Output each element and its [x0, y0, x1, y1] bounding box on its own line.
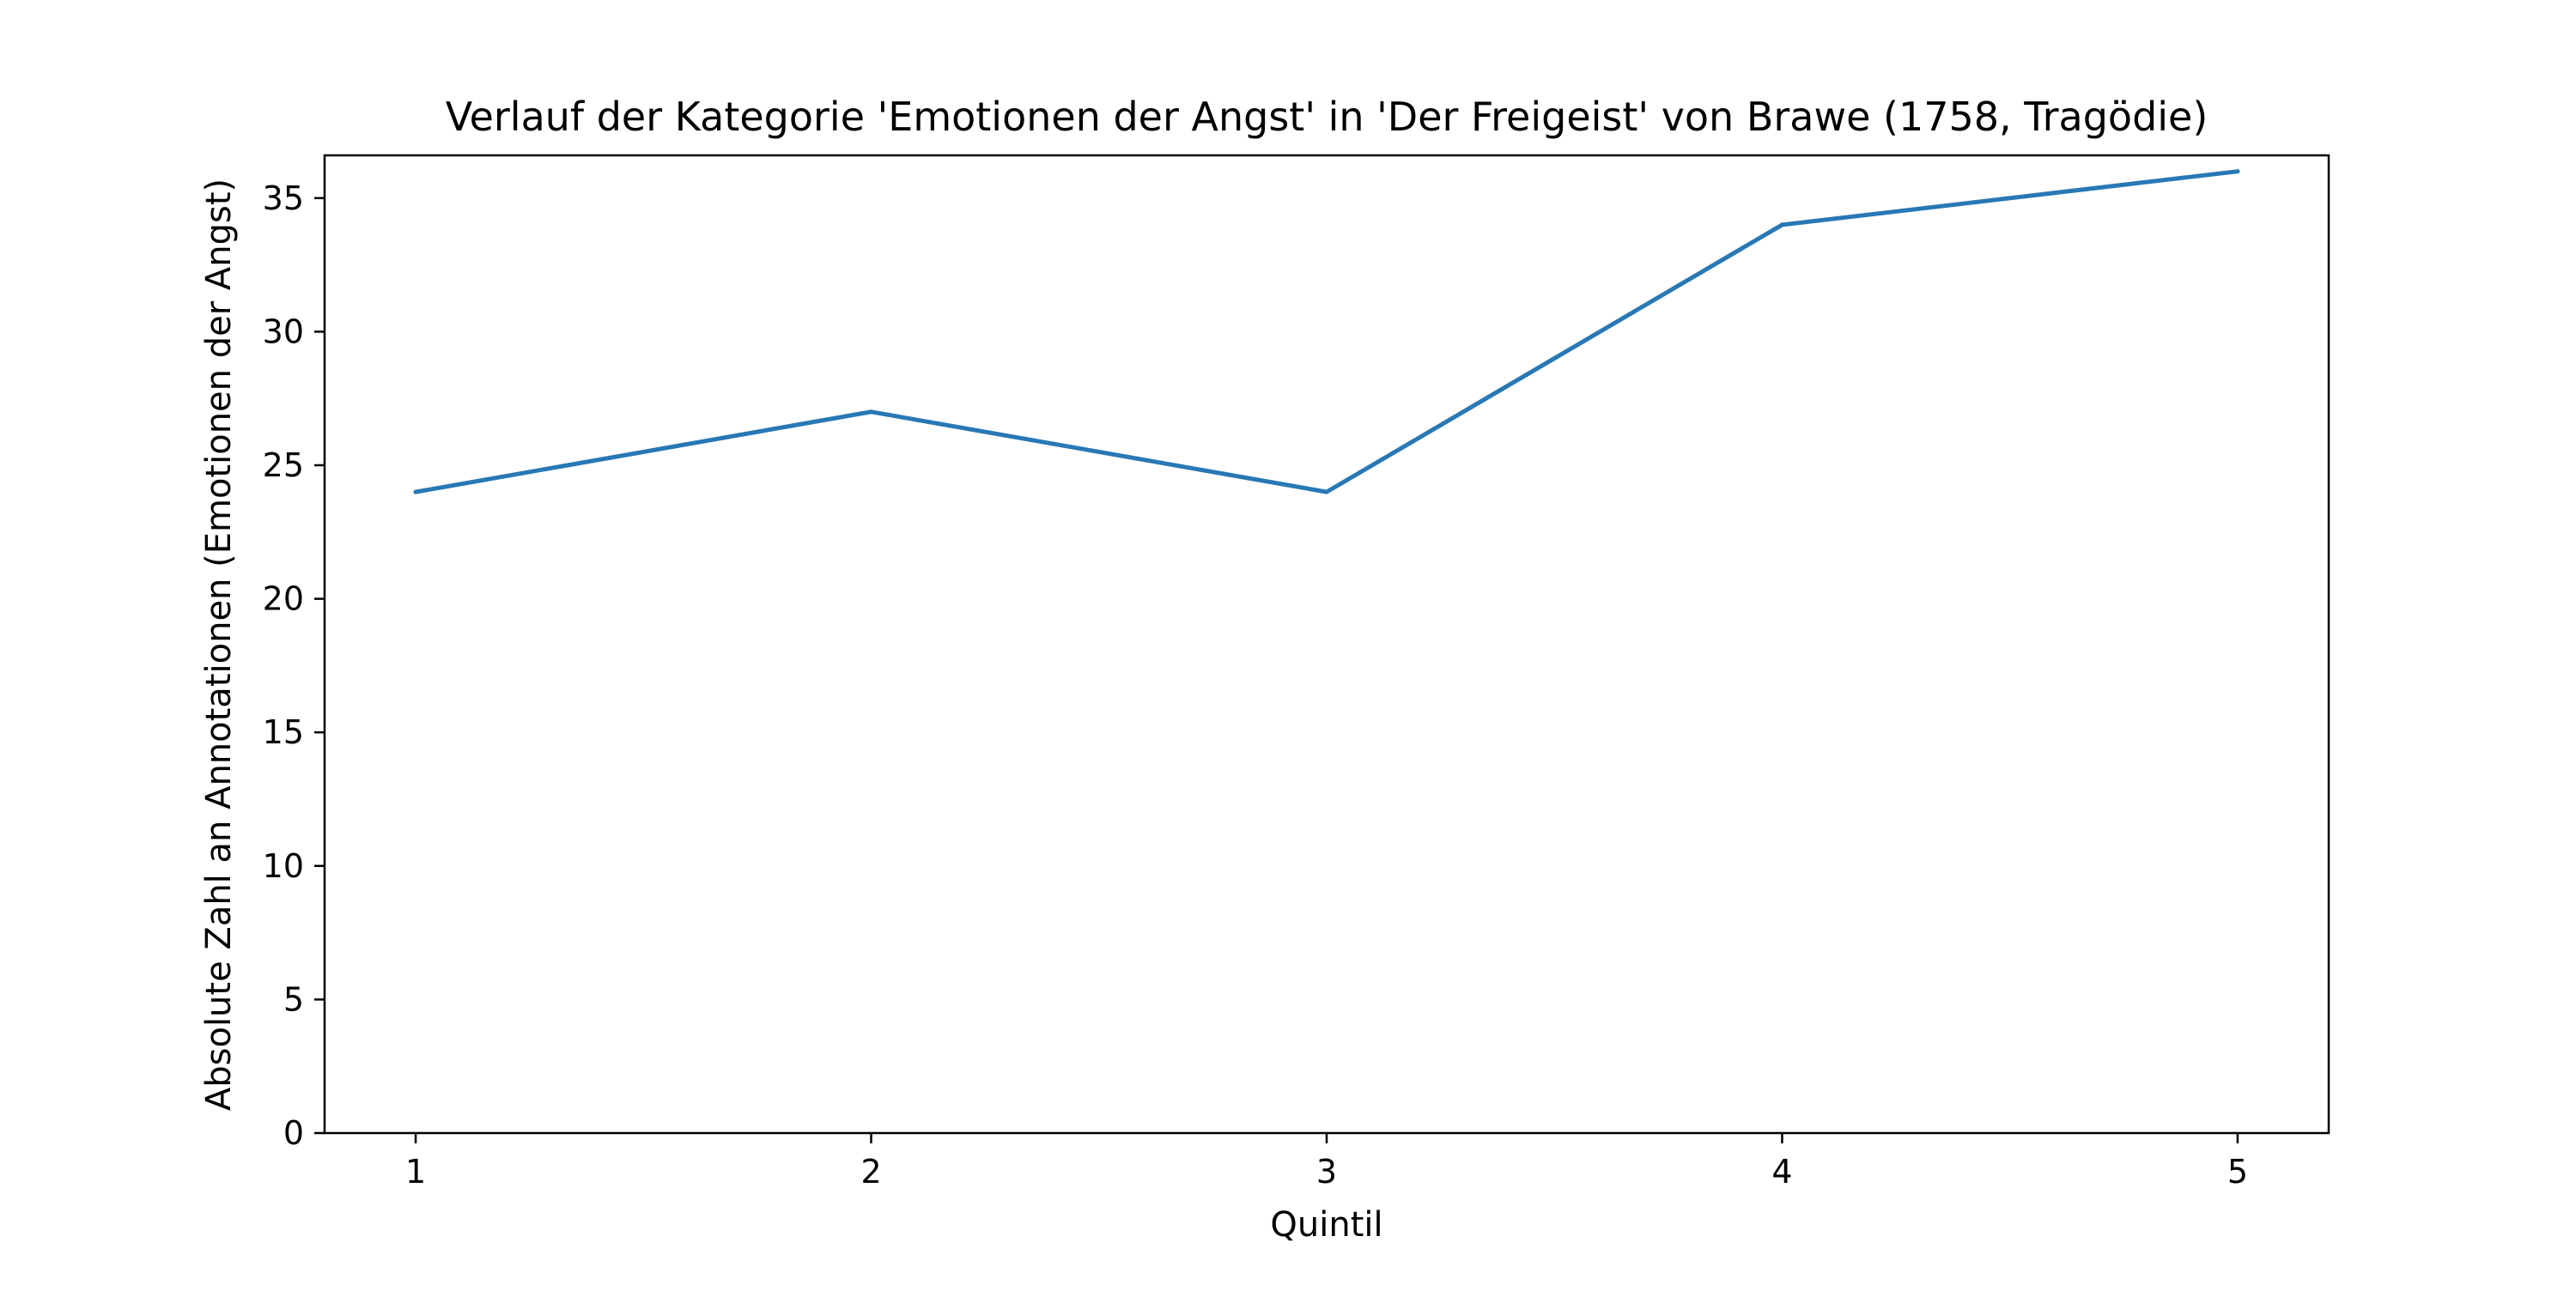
x-tick-label: 4 [1771, 1153, 1792, 1191]
data-point [1779, 222, 1784, 227]
y-tick-label: 5 [283, 980, 304, 1018]
y-tick-label: 35 [263, 179, 304, 217]
data-point [869, 409, 874, 415]
y-tick-label: 10 [263, 847, 304, 885]
y-tick-label: 0 [283, 1114, 304, 1152]
y-tick-label: 15 [263, 713, 304, 751]
x-tick-label: 1 [405, 1153, 426, 1191]
series-layer [413, 169, 2240, 494]
y-tick-label: 30 [263, 312, 304, 350]
data-point [413, 489, 418, 494]
plot-area [323, 154, 2330, 1135]
x-tick-label: 3 [1316, 1153, 1337, 1191]
y-axis-ticks: 0 5 10 15 20 25 30 35 [263, 179, 325, 1152]
axes-frame [323, 154, 2330, 1135]
series-line [413, 169, 2240, 494]
y-axis-label: Absolute Zahl an Annotationen (Emotionen… [199, 179, 239, 1111]
chart-title: Verlauf der Kategorie 'Emotionen der Ang… [446, 94, 2208, 140]
x-axis-ticks: 1 2 3 4 5 [405, 1133, 2248, 1191]
data-point [1324, 489, 1329, 494]
x-tick-label: 5 [2227, 1153, 2248, 1191]
data-point [2235, 169, 2240, 174]
x-tick-label: 2 [860, 1153, 881, 1191]
y-tick-label: 25 [263, 446, 304, 484]
y-tick-label: 20 [263, 580, 304, 618]
x-axis-label: Quintil [1270, 1205, 1382, 1245]
